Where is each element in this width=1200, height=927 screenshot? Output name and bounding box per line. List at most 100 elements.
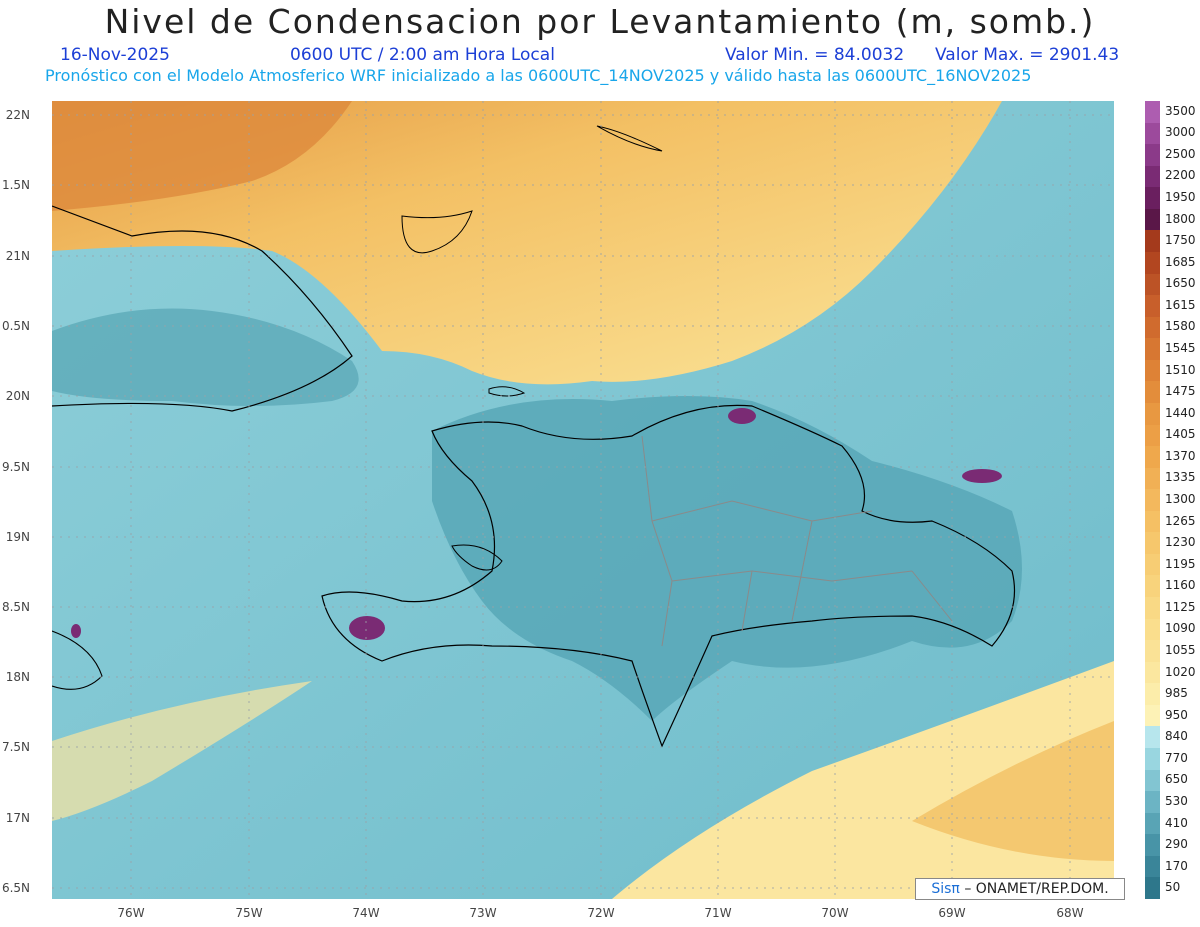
chart-title: Nivel de Condensacion por Levantamiento … [104, 2, 1096, 41]
colorbar-swatch [1145, 640, 1160, 663]
northern-high-lcl-zone [52, 101, 1002, 385]
colorbar-swatch [1145, 769, 1160, 792]
colorbar-swatch [1145, 295, 1160, 318]
colorbar-label: 1335 [1165, 470, 1196, 485]
province-borders [641, 435, 953, 647]
colorbar-label: 1615 [1165, 297, 1196, 312]
colorbar-label: 840 [1165, 729, 1188, 744]
map-plot [52, 101, 1114, 899]
colorbar-label: 1475 [1165, 384, 1196, 399]
min-value: Valor Min. = 84.0032 [725, 45, 905, 65]
colorbar-label: 1750 [1165, 233, 1196, 248]
forecast-time: 0600 UTC / 2:00 am Hora Local [290, 45, 555, 65]
colorbar-swatch [1145, 424, 1160, 447]
colorbar-label: 1195 [1165, 556, 1196, 571]
colorbar-swatch [1145, 748, 1160, 771]
colorbar-swatch [1145, 273, 1160, 296]
colorbar-swatch [1145, 812, 1160, 835]
colorbar-swatch [1145, 144, 1160, 167]
lon-label: 73W [469, 906, 497, 920]
colorbar-swatch [1145, 704, 1160, 727]
lcl-max-cell-east [962, 469, 1002, 483]
colorbar-label: 1055 [1165, 642, 1196, 657]
colorbar-label: 1580 [1165, 319, 1196, 334]
cuba-low-lcl-zone [52, 308, 359, 406]
forecast-date: 16-Nov-2025 [60, 45, 170, 65]
colorbar-label: 1950 [1165, 190, 1196, 205]
lon-label: 76W [117, 906, 145, 920]
colorbar-label: 1020 [1165, 664, 1196, 679]
lon-label: 74W [352, 906, 380, 920]
colorbar-swatch [1145, 101, 1160, 124]
bahamas-coastline [401, 125, 663, 254]
colorbar-swatch [1145, 791, 1160, 814]
colorbar-label: 650 [1165, 772, 1188, 787]
colorbar-label: 985 [1165, 686, 1188, 701]
colorbar-label: 1090 [1165, 621, 1196, 636]
lon-label: 75W [235, 906, 263, 920]
colorbar-label: 1650 [1165, 276, 1196, 291]
lat-label: 8.5N [1, 600, 30, 614]
colorbar-label: 1125 [1165, 599, 1196, 614]
colorbar-swatch [1145, 618, 1160, 641]
colorbar-swatch [1145, 877, 1160, 900]
credit-text: – ONAMET/REP.DOM. [964, 881, 1109, 897]
brand-sis: Sis [931, 881, 952, 897]
colorbar-swatch [1145, 834, 1160, 857]
colorbar-swatch [1145, 316, 1160, 339]
south-dry-stripes [52, 681, 312, 821]
gonave-coastline [451, 544, 503, 571]
colorbar-swatch [1145, 467, 1160, 490]
colorbar-swatch [1145, 553, 1160, 576]
colorbar-label: 50 [1165, 880, 1181, 895]
lat-label: 17N [5, 811, 30, 825]
colorbar-label: 410 [1165, 815, 1188, 830]
lat-label: 7.5N [1, 740, 30, 754]
hispaniola-coastline [321, 404, 1016, 748]
colorbar-swatch [1145, 446, 1160, 469]
southeast-orange-core [912, 721, 1114, 861]
colorbar-swatch [1145, 575, 1160, 598]
colorbar-label: 1800 [1165, 211, 1196, 226]
lcl-max-cell-north [728, 408, 756, 424]
colorbar-swatch [1145, 359, 1160, 382]
north-west-max-zone [52, 101, 352, 211]
lat-label: 19N [5, 530, 30, 544]
colorbar-swatch [1145, 597, 1160, 620]
colorbar-label: 1545 [1165, 341, 1196, 356]
colorbar-label: 1685 [1165, 254, 1196, 269]
colorbar-swatch [1145, 510, 1160, 533]
forecast-description: Pronóstico con el Modelo Atmosferico WRF… [45, 66, 1032, 85]
colorbar-swatch [1145, 683, 1160, 706]
tortuga-coastline [488, 386, 526, 397]
colorbar-swatch [1145, 381, 1160, 404]
lat-label: 0.5N [1, 319, 30, 333]
colorbar-label: 1300 [1165, 492, 1196, 506]
lon-label: 70W [821, 906, 849, 920]
colorbar-label: 1440 [1165, 405, 1196, 420]
colorbar-swatch [1145, 230, 1160, 253]
colorbar-swatch [1145, 489, 1160, 512]
colorbar-label: 1230 [1165, 535, 1196, 550]
colorbar-swatch [1145, 726, 1160, 749]
lcl-max-cell-jamaica [71, 624, 81, 638]
colorbar-swatch [1145, 251, 1160, 275]
graticule [52, 101, 1114, 899]
lon-label: 72W [587, 906, 615, 920]
jamaica-coastline [52, 630, 103, 690]
lat-label: 20N [5, 389, 30, 403]
lon-label: 68W [1056, 906, 1084, 920]
lat-label: 18N [5, 670, 30, 684]
colorbar-swatch [1145, 165, 1160, 188]
colorbar-swatch [1145, 855, 1160, 878]
hispaniola-low-lcl-zone [432, 396, 1022, 721]
colorbar-swatch [1145, 402, 1160, 425]
colorbar-label: 1160 [1165, 578, 1196, 593]
cuba-coastline [52, 205, 353, 412]
lcl-max-cell-haiti [349, 616, 385, 640]
colorbar-label: 170 [1165, 858, 1188, 873]
brand-pi: π [951, 881, 960, 897]
colorbar-swatch [1145, 661, 1160, 684]
colorbar-label: 530 [1165, 793, 1188, 808]
colorbar [1145, 101, 1160, 900]
